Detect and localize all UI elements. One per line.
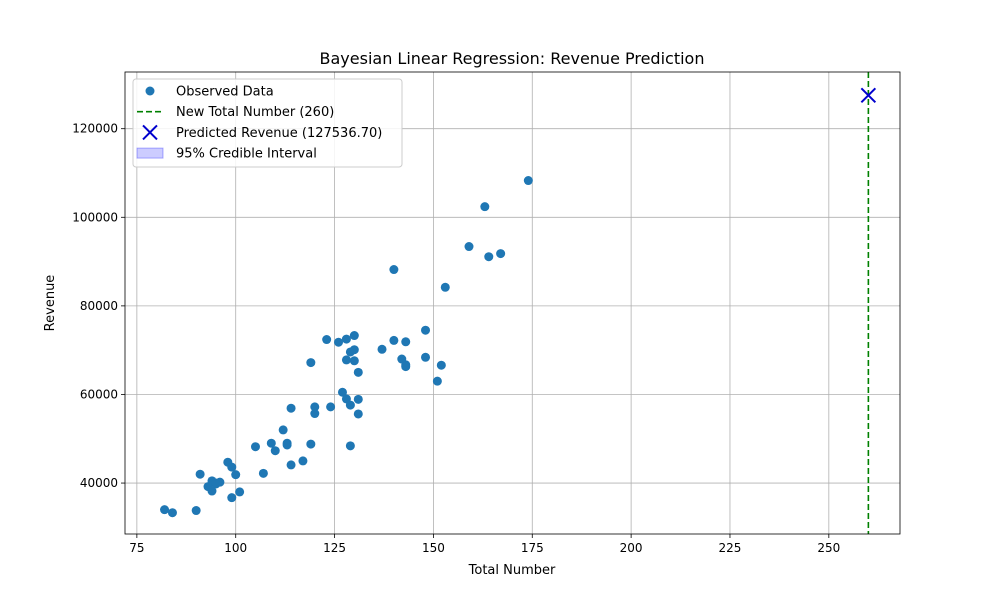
data-point xyxy=(353,367,363,377)
data-point xyxy=(227,493,237,503)
data-point xyxy=(484,252,494,262)
data-point xyxy=(207,486,217,496)
legend-label: Predicted Revenue (127536.70) xyxy=(176,126,382,141)
data-point xyxy=(266,438,276,448)
data-point xyxy=(306,439,316,449)
legend-box xyxy=(132,78,403,168)
plot-frame xyxy=(124,71,901,535)
x-tick-label: 125 xyxy=(323,541,346,555)
data-point xyxy=(191,506,201,516)
data-point xyxy=(353,394,363,404)
data-point xyxy=(250,442,260,452)
y-tick-label: 60000 xyxy=(80,387,118,401)
data-point xyxy=(353,409,363,419)
x-tick-label: 250 xyxy=(817,541,840,555)
data-point xyxy=(377,344,387,354)
predicted-marker-stroke xyxy=(860,87,877,104)
legend-handle-band xyxy=(136,147,164,159)
legend: Observed Data New Total Number (260) Predi… xyxy=(132,78,403,168)
data-point xyxy=(195,469,205,479)
data-point xyxy=(235,487,245,497)
data-point xyxy=(523,176,533,186)
data-point xyxy=(167,508,177,518)
x-tick-label: 200 xyxy=(620,541,643,555)
x-tick-label: 100 xyxy=(224,541,247,555)
data-point xyxy=(337,387,347,397)
data-point xyxy=(345,400,355,410)
data-point xyxy=(349,345,359,355)
x-tick-label: 150 xyxy=(422,541,445,555)
data-point xyxy=(345,441,355,451)
data-point xyxy=(231,470,241,480)
x-tick-label: 75 xyxy=(129,541,144,555)
data-point xyxy=(160,505,170,515)
y-tick-label: 100000 xyxy=(72,210,118,224)
data-point xyxy=(389,265,399,275)
data-point xyxy=(464,242,474,252)
data-point xyxy=(389,335,399,345)
data-point xyxy=(310,409,320,419)
data-point xyxy=(306,358,316,368)
data-point xyxy=(282,440,292,450)
data-point xyxy=(286,403,296,413)
legend-handle-x xyxy=(142,124,158,141)
y-tick-label: 80000 xyxy=(80,299,118,313)
data-point xyxy=(286,460,296,470)
data-marks xyxy=(160,72,877,534)
x-tick-label: 225 xyxy=(719,541,742,555)
data-point xyxy=(270,446,280,456)
y-tick-label: 120000 xyxy=(72,122,118,136)
legend-label: New Total Number (260) xyxy=(176,105,334,120)
y-axis-label: Revenue xyxy=(43,275,58,332)
data-point xyxy=(421,325,431,335)
legend-handle-point xyxy=(145,86,155,96)
chart-title: Bayesian Linear Regression: Revenue Pred… xyxy=(320,49,705,68)
data-point xyxy=(258,468,268,478)
data-point xyxy=(401,362,411,372)
data-point xyxy=(440,282,450,292)
data-point xyxy=(421,352,431,362)
data-point xyxy=(310,402,320,412)
data-point xyxy=(326,402,336,412)
data-point xyxy=(322,335,332,345)
data-point xyxy=(278,425,288,435)
data-point xyxy=(341,334,351,344)
data-point xyxy=(341,355,351,365)
data-point xyxy=(215,477,225,487)
data-point xyxy=(349,356,359,366)
data-point xyxy=(480,202,490,212)
legend-label: Observed Data xyxy=(176,85,274,100)
y-tick-label: 40000 xyxy=(80,476,118,490)
legend-label: 95% Credible Interval xyxy=(176,147,317,162)
data-point xyxy=(298,456,308,466)
data-point xyxy=(436,360,446,370)
data-point xyxy=(334,337,344,347)
x-axis-label: Total Number xyxy=(468,563,556,578)
data-point xyxy=(432,376,442,386)
axis-ticks: 75 100 125 150 175 200 225 250 40000 60000 80000 10… xyxy=(72,122,840,555)
x-tick-label: 175 xyxy=(521,541,544,555)
data-point xyxy=(496,249,506,259)
data-point xyxy=(401,337,411,347)
data-point xyxy=(349,331,359,341)
predicted-marker xyxy=(860,87,877,104)
legend-handle-x-stroke xyxy=(142,124,158,141)
data-point xyxy=(227,462,237,472)
